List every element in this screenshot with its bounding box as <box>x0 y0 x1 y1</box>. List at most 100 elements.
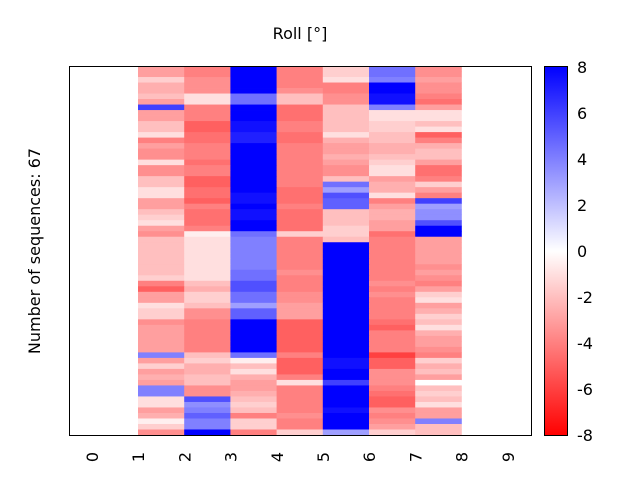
heatmap-cell <box>415 104 462 111</box>
heatmap-cell <box>415 220 462 227</box>
heatmap-cell <box>322 352 370 359</box>
heatmap-cell <box>369 165 416 172</box>
heatmap-cell <box>369 379 416 386</box>
heatmap-cell <box>276 385 324 392</box>
heatmap-cell <box>230 258 277 265</box>
heatmap-cell <box>415 302 462 309</box>
x-tick-label: 7 <box>406 452 425 462</box>
heatmap-cell <box>415 319 462 326</box>
heatmap-cell <box>276 181 324 188</box>
y-axis-label: Number of sequences: 67 <box>25 148 44 354</box>
heatmap-cell <box>415 159 462 166</box>
heatmap-cell <box>184 324 231 331</box>
heatmap-cell <box>276 407 324 414</box>
heatmap-cell <box>138 308 185 315</box>
heatmap-cell <box>369 148 416 155</box>
heatmap-cell <box>138 231 185 238</box>
heatmap-cell <box>369 308 416 315</box>
heatmap-cell <box>138 66 185 72</box>
heatmap-cell <box>415 126 462 133</box>
heatmap-cell <box>276 165 324 172</box>
x-tick-label: 3 <box>222 452 241 462</box>
heatmap-cell <box>230 132 277 138</box>
colorbar-tick-labels: 8 6 4 2 0 -2 -4 -6 -8 <box>577 58 593 445</box>
heatmap-cell <box>276 93 324 100</box>
heatmap-cell <box>230 143 277 150</box>
heatmap-cell <box>276 319 324 326</box>
heatmap-cell <box>138 214 185 221</box>
heatmap-cell <box>184 330 231 337</box>
heatmap-cell <box>230 176 277 183</box>
heatmap-cell <box>369 429 416 436</box>
heatmap-cell <box>138 192 185 199</box>
heatmap-cell <box>184 236 231 243</box>
heatmap-cell <box>322 275 370 282</box>
heatmap-cell <box>276 231 324 238</box>
heatmap-cell <box>369 412 416 419</box>
heatmap-cell <box>230 121 277 127</box>
heatmap-cell <box>369 132 416 138</box>
heatmap-cell <box>415 115 462 122</box>
heatmap-cell <box>369 341 416 348</box>
heatmap-cell <box>230 137 277 144</box>
heatmap-cell <box>230 71 277 78</box>
heatmap-cell <box>276 77 324 83</box>
heatmap-cell <box>415 99 462 105</box>
heatmap-cell <box>230 280 277 287</box>
heatmap-cell <box>138 302 185 309</box>
heatmap-cell <box>184 308 231 315</box>
heatmap-cell <box>369 374 416 381</box>
heatmap-cell <box>230 214 277 221</box>
heatmap-cell <box>276 88 324 94</box>
heatmap-cell <box>276 258 324 265</box>
heatmap-cell <box>184 286 231 293</box>
heatmap-cell <box>276 297 324 304</box>
heatmap-cell <box>322 99 370 105</box>
heatmap-cell <box>230 341 277 348</box>
heatmap-cell <box>276 269 324 276</box>
heatmap-cell <box>184 176 231 183</box>
heatmap-cell <box>138 132 185 138</box>
heatmap-cell <box>230 170 277 177</box>
heatmap-cell <box>230 159 277 166</box>
heatmap-cell <box>415 209 462 216</box>
heatmap-cell <box>138 357 185 364</box>
heatmap-cell <box>369 236 416 243</box>
heatmap-cell <box>369 319 416 326</box>
heatmap-cell <box>322 93 370 100</box>
heatmap-cell <box>138 154 185 161</box>
heatmap-cell <box>415 280 462 287</box>
heatmap-cell <box>138 269 185 276</box>
heatmap-cell <box>184 385 231 392</box>
heatmap-cell <box>138 423 185 430</box>
heatmap-cell <box>276 368 324 375</box>
heatmap-cell <box>415 352 462 359</box>
heatmap-cell <box>415 236 462 243</box>
heatmap-cell <box>138 297 185 304</box>
heatmap-cell <box>276 330 324 337</box>
heatmap-cell <box>322 280 370 287</box>
heatmap-cell <box>415 165 462 172</box>
heatmap-cell <box>276 346 324 353</box>
heatmap-cell <box>369 280 416 287</box>
heatmap-cell <box>184 165 231 172</box>
heatmap-cell <box>276 396 324 403</box>
heatmap-cell <box>230 181 277 188</box>
heatmap-cell <box>276 374 324 381</box>
colorbar-tick-label: 0 <box>577 242 587 261</box>
heatmap-cell <box>230 115 277 122</box>
heatmap-cell <box>415 198 462 205</box>
heatmap-cell <box>230 187 277 194</box>
heatmap-cell <box>369 71 416 78</box>
heatmap-cell <box>138 220 185 227</box>
heatmap-cell <box>276 132 324 138</box>
heatmap-cell <box>184 242 231 249</box>
heatmap-cell <box>369 313 416 320</box>
heatmap-cells <box>138 66 462 436</box>
heatmap-cell <box>184 390 231 397</box>
heatmap-cell <box>276 82 324 89</box>
heatmap-cell <box>415 385 462 392</box>
heatmap-cell <box>184 429 231 436</box>
heatmap-cell <box>138 198 185 205</box>
